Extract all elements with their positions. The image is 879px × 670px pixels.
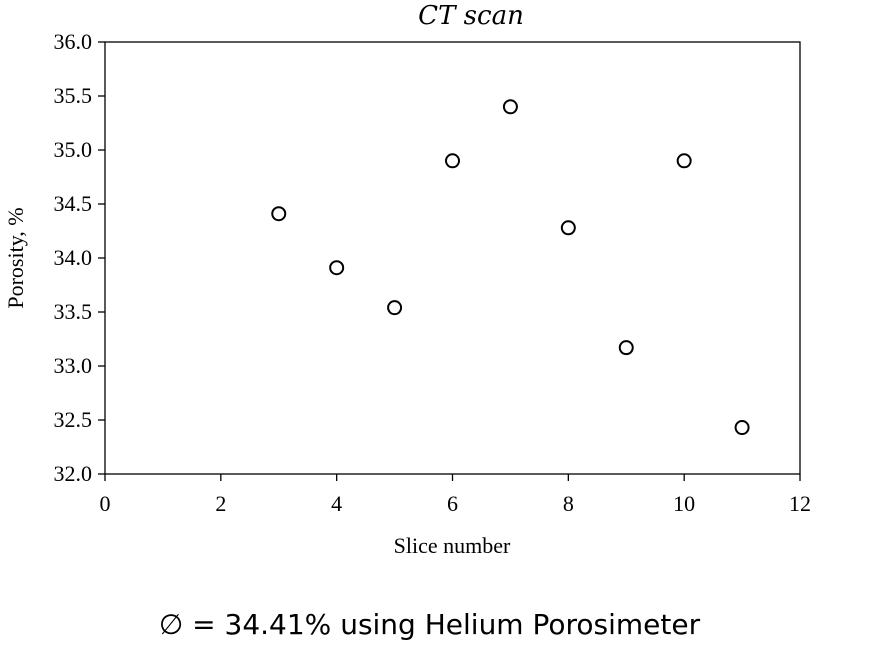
y-tick-label: 34.0	[54, 245, 93, 270]
y-tick-label: 35.5	[54, 83, 93, 108]
x-axis-title: Slice number	[394, 533, 511, 558]
x-tick-label: 8	[563, 491, 574, 516]
y-tick-label: 33.5	[54, 299, 93, 324]
x-tick-label: 0	[100, 491, 111, 516]
y-tick-label: 34.5	[54, 191, 93, 216]
data-point	[271, 206, 287, 222]
y-tick-label: 32.5	[54, 407, 93, 432]
y-tick-label: 32.0	[54, 461, 93, 486]
y-axis-title: Porosity, %	[3, 207, 28, 308]
data-point	[560, 220, 576, 236]
data-point	[502, 99, 518, 115]
x-tick-label: 10	[673, 491, 695, 516]
x-axis: 0 2 4 6 8 10 12	[100, 474, 811, 516]
x-tick-label: 6	[447, 491, 458, 516]
y-tick-label: 36.0	[54, 29, 93, 54]
data-point	[387, 300, 403, 316]
plot-area-frame	[104, 41, 801, 475]
data-point	[329, 260, 345, 276]
x-tick-label: 12	[789, 491, 811, 516]
scatter-chart: CT scan 32.0 32.5 33.0 33.5 34.0 34.5 35.0 35.5…	[3, 1, 811, 558]
x-tick-label: 4	[331, 491, 342, 516]
porosimeter-note: ∅ = 34.41% using Helium Porosimeter	[158, 608, 701, 641]
data-point	[676, 153, 692, 169]
y-tick-label: 35.0	[54, 137, 93, 162]
y-axis: 32.0 32.5 33.0 33.5 34.0 34.5 35.0 35.5 36.0	[54, 29, 105, 486]
data-point	[445, 153, 460, 169]
data-point	[734, 420, 750, 436]
x-tick-label: 2	[215, 491, 226, 516]
data-point	[618, 340, 634, 356]
data-points	[271, 99, 750, 436]
y-tick-label: 33.0	[54, 353, 93, 378]
chart-title: CT scan	[418, 1, 524, 31]
